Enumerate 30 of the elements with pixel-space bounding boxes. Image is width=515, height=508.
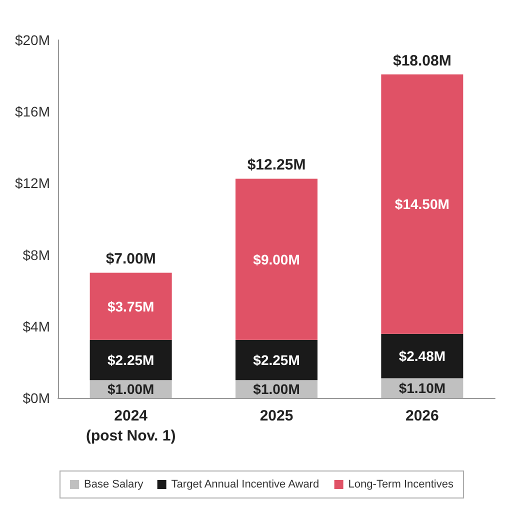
y-tick-label: $8M (22, 246, 50, 263)
total-label: $7.00M (106, 250, 156, 268)
legend-label: Target Annual Incentive Award (171, 478, 320, 490)
data-label: $2.25M (107, 352, 154, 368)
bar (236, 340, 318, 380)
data-label: $2.48M (398, 348, 446, 364)
data-label: $3.75M (107, 298, 154, 314)
x-tick-label: 2024 (post Nov. 1) (86, 408, 176, 444)
x-tick-label: 2025 (260, 408, 294, 424)
total-label: $12.25M (247, 156, 306, 174)
data-label: $2.25M (253, 352, 300, 368)
data-label: $14.50M (394, 196, 450, 212)
data-label: $1.10M (398, 380, 446, 396)
y-tick-label: $12M (14, 175, 50, 192)
bar (381, 74, 464, 334)
bar (236, 178, 318, 340)
y-tick-label: $20M (14, 32, 50, 48)
legend-label: Long-Term Incentives (348, 478, 454, 490)
data-label: $1.00M (107, 381, 154, 398)
x-tick-label: 2026 (405, 408, 439, 424)
total-label: $18.08M (392, 52, 452, 70)
bar (90, 272, 172, 340)
y-tick-label: $16M (14, 104, 50, 120)
data-label: $9.00M (253, 251, 300, 268)
bar (381, 334, 464, 378)
y-tick-label: $4M (22, 318, 50, 334)
y-tick-label: $0M (22, 390, 50, 406)
bar (90, 340, 172, 380)
data-label: $1.00M (253, 381, 300, 398)
legend-label: Base Salary (84, 478, 144, 490)
